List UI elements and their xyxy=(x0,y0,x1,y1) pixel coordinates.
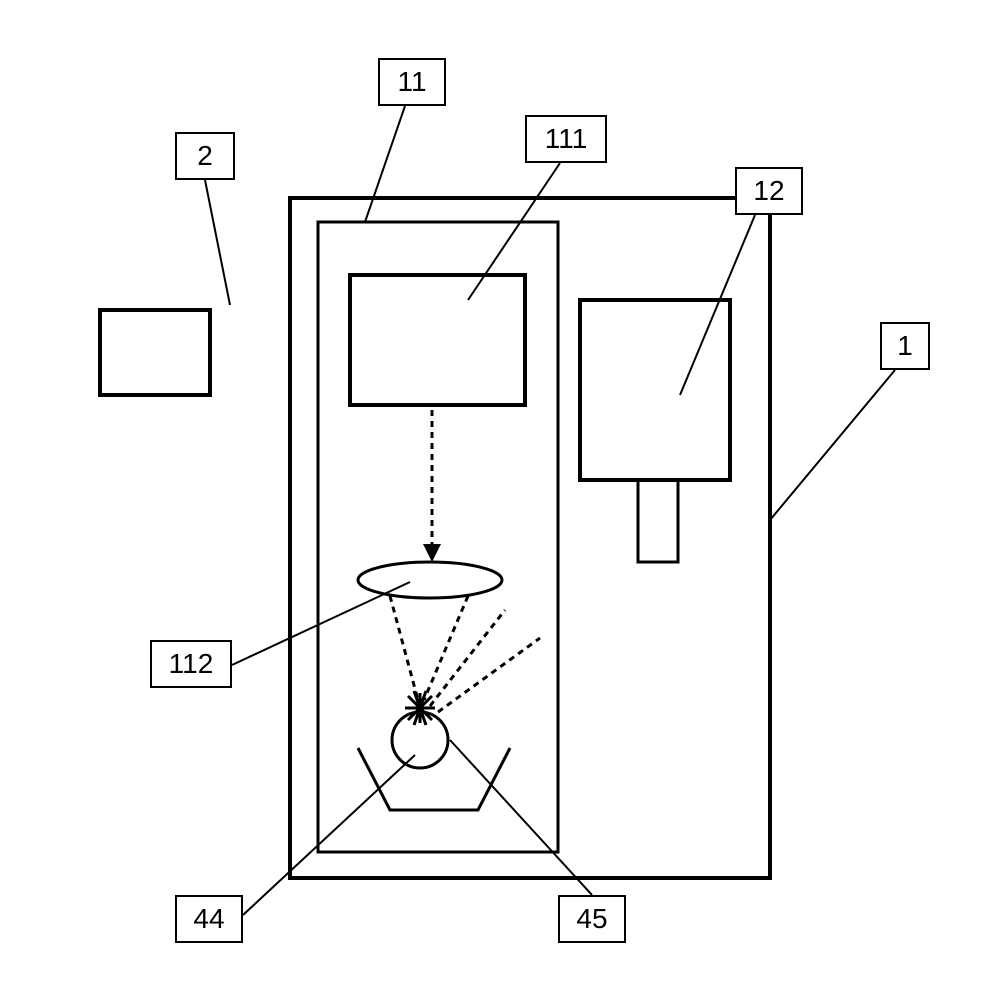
leader-112 xyxy=(232,582,410,665)
label-11-text: 11 xyxy=(397,66,426,98)
label-1: 1 xyxy=(880,322,930,370)
cup-holder xyxy=(358,748,510,810)
label-11: 11 xyxy=(378,58,446,106)
leader-11 xyxy=(365,106,405,222)
cone-left xyxy=(390,596,418,700)
label-44-text: 44 xyxy=(193,903,224,935)
technical-diagram xyxy=(0,0,1000,994)
label-112: 112 xyxy=(150,640,232,688)
beam-arrow-head xyxy=(423,544,441,562)
label-45-text: 45 xyxy=(576,903,607,935)
leader-44 xyxy=(243,755,415,915)
box-111 xyxy=(350,275,525,405)
lens xyxy=(358,562,502,598)
box-12-neck xyxy=(638,480,678,562)
label-2-text: 2 xyxy=(197,140,213,172)
leader-2 xyxy=(205,180,230,305)
label-12-text: 12 xyxy=(753,175,784,207)
label-44: 44 xyxy=(175,895,243,943)
label-2: 2 xyxy=(175,132,235,180)
leader-45 xyxy=(450,740,592,895)
box-2 xyxy=(100,310,210,395)
label-45: 45 xyxy=(558,895,626,943)
label-1-text: 1 xyxy=(897,330,913,362)
inner-frame xyxy=(318,222,558,852)
label-111-text: 111 xyxy=(545,123,588,155)
label-112-text: 112 xyxy=(169,648,214,680)
spark-icon xyxy=(405,691,435,725)
leader-12 xyxy=(680,215,755,395)
leader-111 xyxy=(468,163,560,300)
leader-1 xyxy=(770,370,895,520)
label-111: 111 xyxy=(525,115,607,163)
label-12: 12 xyxy=(735,167,803,215)
